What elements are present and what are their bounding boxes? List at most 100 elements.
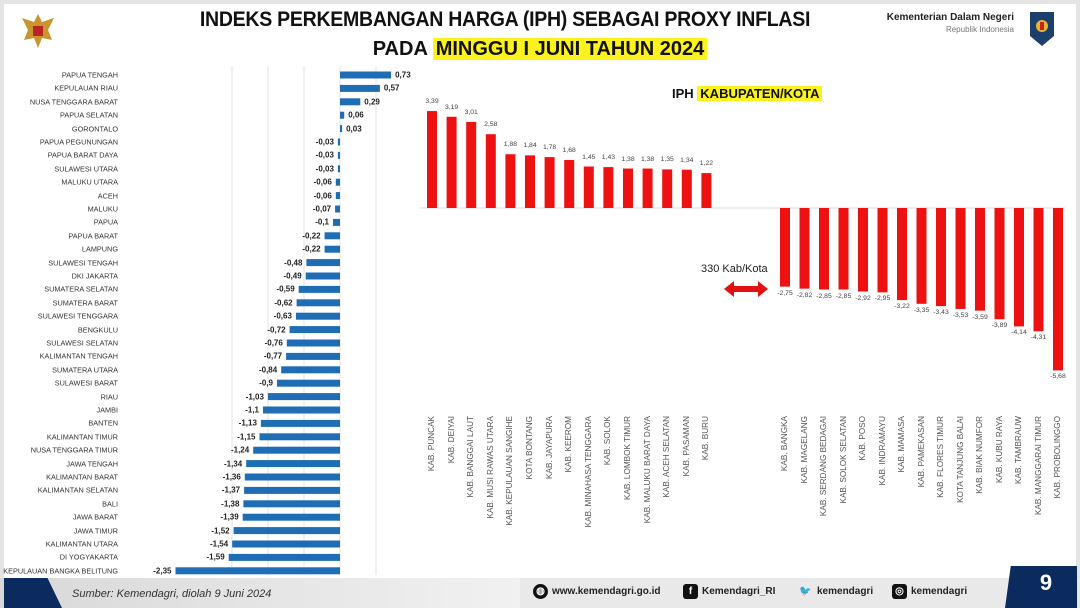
regency-bar	[583, 166, 594, 208]
province-bar	[228, 553, 340, 561]
regency-label: KAB. PAMEKASAN	[916, 416, 926, 488]
province-label: LAMPUNG	[81, 244, 118, 254]
regency-label: KAB. KEEROM	[564, 416, 574, 473]
regency-value-label: 2,58	[484, 121, 498, 129]
subtitle-prefix: PADA	[372, 38, 428, 60]
regency-bar	[897, 208, 907, 301]
province-value-label: -0,07	[312, 204, 332, 214]
facebook-label: Kemendagri_RI	[702, 586, 776, 597]
province-value-label: -1,15	[237, 432, 256, 442]
instagram-link[interactable]: ◎ kemendagri	[892, 584, 967, 599]
regency-bar	[936, 208, 946, 307]
twitter-icon: 🐦	[799, 586, 812, 597]
regency-label: KAB. FLORES TIMUR	[936, 416, 945, 498]
province-value-label: -1,03	[245, 392, 264, 402]
province-label: PAPUA	[93, 217, 118, 227]
regency-value-label: -2,85	[816, 292, 832, 300]
province-label: KALIMANTAN TIMUR	[46, 432, 118, 442]
province-label: KEPULAUAN BANGKA BELITUNG	[3, 566, 118, 576]
page-number: 9	[1005, 566, 1077, 608]
province-bar	[277, 379, 340, 387]
regency-bar	[838, 208, 849, 290]
regency-value-label: -3,89	[991, 322, 1008, 330]
province-bar	[340, 84, 380, 92]
province-value-label: -0,49	[283, 271, 302, 281]
twitter-link[interactable]: 🐦 kemendagri	[798, 584, 873, 599]
regency-bar	[1033, 208, 1044, 332]
province-value-label: -0,03	[315, 150, 334, 160]
facebook-icon: f	[683, 584, 698, 599]
regency-bar	[858, 208, 868, 292]
regency-count-note: 330 Kab/Kota	[701, 263, 768, 275]
regency-bar	[623, 168, 633, 208]
regency-bar	[799, 208, 810, 289]
instagram-icon: ◎	[892, 584, 907, 599]
regency-bar	[525, 155, 535, 208]
province-bar	[267, 393, 340, 401]
province-value-label: -0,06	[313, 177, 332, 187]
regency-value-label: 1,22	[699, 160, 714, 168]
regency-value-label: 3,01	[464, 108, 478, 116]
kemendagri-logo-icon	[1030, 12, 1054, 46]
province-value-label: -0,72	[267, 325, 286, 335]
regency-label: KAB. MINAHASA TENGGARA	[583, 416, 593, 528]
regency-label: KAB. PROBOLINGGO	[1053, 416, 1062, 499]
province-label: ACEH	[97, 191, 118, 201]
regency-bar	[701, 173, 712, 208]
province-bar	[335, 192, 340, 200]
province-label: PAPUA SELATAN	[60, 110, 118, 120]
regency-value-label: 3,19	[444, 103, 459, 111]
province-value-label: -0,59	[276, 284, 295, 294]
regency-label: KAB. MALUKU BARAT DAYA	[642, 416, 652, 524]
province-value-label: -0,22	[302, 244, 321, 254]
regency-bar	[564, 159, 575, 208]
province-label: NUSA TENGGARA TIMUR	[30, 445, 118, 455]
province-bar	[289, 326, 340, 334]
province-bar	[243, 500, 340, 508]
regency-value-label: 1,38	[640, 155, 655, 163]
province-label: BALI	[102, 499, 118, 509]
province-label: RIAU	[100, 392, 118, 402]
regency-label: KAB. PASAMAN	[681, 416, 691, 477]
province-value-label: -1,59	[206, 552, 225, 562]
province-bar	[337, 138, 340, 146]
province-value-label: -0,77	[263, 351, 283, 361]
province-bar	[286, 339, 340, 347]
province-label: SULAWESI TENGGARA	[37, 311, 118, 321]
province-label: JAWA TENGAH	[66, 459, 118, 469]
province-bar	[296, 299, 340, 307]
regency-value-label: 1,84	[523, 142, 537, 150]
province-bar	[335, 178, 340, 186]
regency-value-label: 1,34	[680, 156, 694, 164]
province-value-label: 0,57	[383, 83, 400, 93]
regency-label: KAB. MANGGARAI TIMUR	[1033, 416, 1043, 516]
province-label: PAPUA TENGAH	[61, 70, 118, 80]
province-label: KALIMANTAN UTARA	[45, 539, 118, 549]
regency-label: KAB. POSO	[858, 416, 867, 461]
regency-value-label: 1,68	[562, 146, 576, 154]
regency-label: KAB. SOLOK	[603, 416, 613, 466]
province-value-label: -0,1	[315, 217, 329, 227]
regency-title-highlight: KABUPATEN/KOTA	[697, 86, 823, 101]
province-label: DI YOGYAKARTA	[59, 552, 118, 562]
regency-bar	[642, 168, 653, 208]
province-bar	[337, 151, 340, 159]
regency-chart-title: IPH KABUPATEN/KOTA	[672, 86, 823, 101]
regency-bar	[485, 134, 496, 208]
province-bar	[306, 259, 340, 267]
regency-label: KAB. INDRAMAYU	[877, 416, 887, 486]
province-bar	[233, 527, 340, 535]
province-label: BENGKULU	[77, 325, 118, 335]
province-bar	[340, 71, 392, 79]
regency-value-label: -3,59	[972, 313, 988, 321]
facebook-link[interactable]: f Kemendagri_RI	[683, 584, 775, 599]
province-label: SULAWESI SELATAN	[46, 338, 118, 348]
province-label: MALUKU	[87, 204, 118, 214]
regency-label: KAB. PUNCAK	[427, 416, 436, 472]
province-label: SULAWESI BARAT	[54, 378, 118, 388]
province-label: PAPUA BARAT DAYA	[47, 150, 118, 160]
regency-bar	[544, 157, 555, 208]
website-link[interactable]: ◍ www.kemendagri.go.id	[533, 584, 661, 599]
